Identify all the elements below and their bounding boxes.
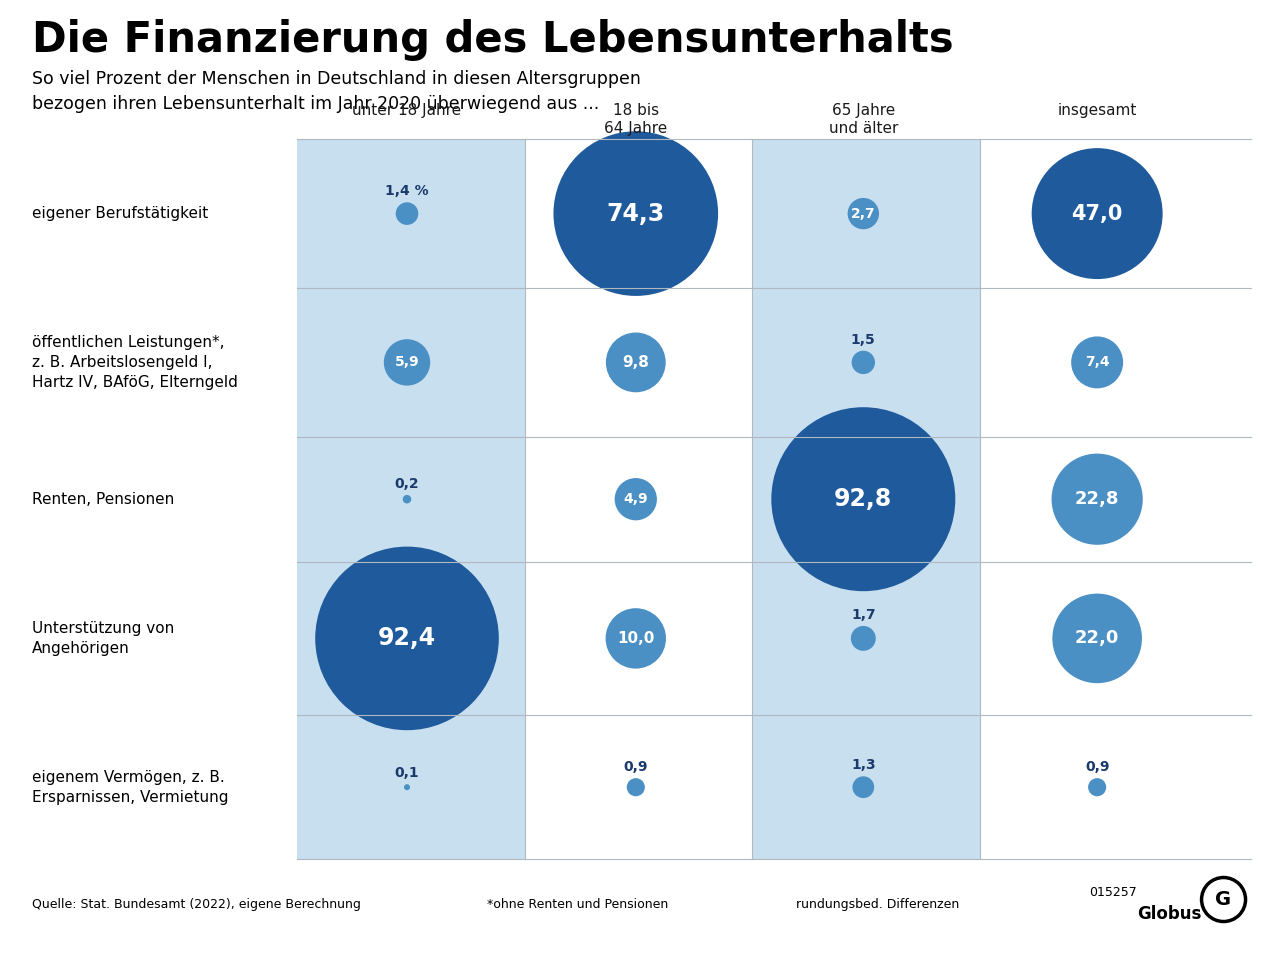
Circle shape [771,407,956,591]
Text: 5,9: 5,9 [394,355,420,370]
Text: 10,0: 10,0 [617,631,655,646]
Text: Globus: Globus [1138,905,1202,923]
Text: 4,9: 4,9 [623,492,648,506]
Text: 65 Jahre
und älter: 65 Jahre und älter [829,103,897,136]
Circle shape [404,784,410,790]
Text: 47,0: 47,0 [1072,204,1122,224]
Text: 22,0: 22,0 [1074,630,1120,647]
Circle shape [1031,148,1163,279]
Text: rundungsbed. Differenzen: rundungsbed. Differenzen [796,898,959,911]
Circle shape [315,546,499,731]
Text: 015257: 015257 [1090,886,1138,900]
Text: 1,3: 1,3 [851,758,876,772]
Text: 74,3: 74,3 [607,202,665,226]
Text: Renten, Pensionen: Renten, Pensionen [32,492,174,507]
Text: 1,5: 1,5 [851,333,876,347]
Circle shape [605,609,666,668]
Circle shape [554,132,718,296]
Circle shape [852,350,875,374]
Text: 0,2: 0,2 [394,477,420,491]
Text: *ohne Renten und Pensionen: *ohne Renten und Pensionen [487,898,667,911]
Text: unter 18 Jahre: unter 18 Jahre [353,103,461,118]
Text: 7,4: 7,4 [1085,355,1110,370]
Circle shape [1088,779,1106,796]
Text: 92,4: 92,4 [378,627,436,651]
Text: öffentlichen Leistungen*,
z. B. Arbeitslosengeld I,
Hartz IV, BAföG, Elterngeld: öffentlichen Leistungen*, z. B. Arbeitsl… [32,335,238,390]
Circle shape [384,339,430,386]
Text: G: G [1216,890,1231,909]
Text: Die Finanzierung des Lebensunterhalts: Die Finanzierung des Lebensunterhalts [32,19,953,61]
Circle shape [848,198,878,229]
Circle shape [614,478,657,520]
Circle shape [852,777,875,798]
Text: 0,1: 0,1 [394,766,420,780]
Text: eigener Berufstätigkeit: eigener Berufstätigkeit [32,206,207,221]
Text: Unterstützung von
Angehörigen: Unterstützung von Angehörigen [32,621,174,656]
Text: Quelle: Stat. Bundesamt (2022), eigene Berechnung: Quelle: Stat. Bundesamt (2022), eigene B… [32,898,360,911]
Text: eigenem Vermögen, z. B.
Ersparnissen, Vermietung: eigenem Vermögen, z. B. Ersparnissen, Ve… [32,770,228,804]
Text: 92,8: 92,8 [834,488,892,511]
Text: 2,7: 2,7 [851,206,876,221]
Text: 1,7: 1,7 [851,608,876,622]
Circle shape [851,626,876,651]
Text: 0,9: 0,9 [623,760,648,774]
Circle shape [605,332,666,393]
Circle shape [1052,453,1143,545]
Text: 0,9: 0,9 [1085,760,1110,774]
Circle shape [403,495,411,503]
Text: 18 bis
64 Jahre: 18 bis 64 Jahre [604,103,667,136]
Circle shape [396,203,418,225]
Text: insgesamt: insgesamt [1058,103,1136,118]
Circle shape [1053,593,1141,684]
Text: So viel Prozent der Menschen in Deutschland in diesen Altersgruppen
bezogen ihre: So viel Prozent der Menschen in Deutschl… [32,70,641,113]
Circle shape [627,779,645,796]
Text: 22,8: 22,8 [1074,491,1120,508]
Circle shape [1071,336,1124,389]
Text: 9,8: 9,8 [622,355,650,370]
Text: 1,4 %: 1,4 % [386,184,428,199]
